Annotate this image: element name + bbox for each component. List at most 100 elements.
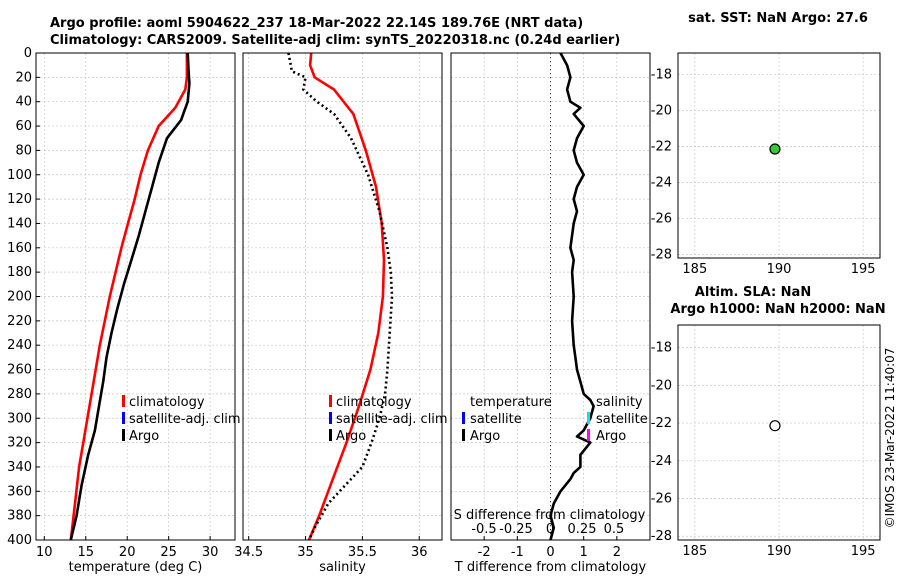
difference-xtick-label: 2 (613, 545, 621, 560)
depth-tick-label: 300 (7, 411, 32, 426)
map_sst-lon-tick-label: 195 (851, 262, 876, 277)
salinity-series-argo (287, 52, 394, 541)
sal-legend-swatch (587, 429, 590, 441)
map_sst-lon-tick-label: 185 (682, 262, 707, 277)
temp-legend-swatch (462, 429, 465, 441)
temp-legend-swatch (462, 412, 465, 424)
secondary-tick-label: 0.25 (568, 522, 597, 537)
temp-legend-label: satellite (470, 412, 522, 427)
sal-legend-swatch (587, 412, 590, 424)
depth-tick-label: 200 (7, 290, 32, 305)
salinity-legend-swatch (329, 429, 332, 441)
depth-tick-label: 60 (15, 119, 32, 134)
difference-series-argo-t-difference (549, 52, 595, 541)
temperature-xtick-label: 30 (202, 545, 219, 560)
temperature-legend-label: satellite-adj. clim (129, 412, 241, 427)
map_sla-lon-tick-label: 195 (851, 544, 876, 559)
map_sla-lon-tick-label: 185 (682, 544, 707, 559)
map_sst-argo-position-marker (769, 143, 781, 155)
sal-legend-label: Argo (596, 429, 626, 444)
salinity-xtick-label: 36 (411, 545, 428, 560)
map_sla-lon-tick-label: 190 (767, 544, 792, 559)
difference-xtick-label: -1 (511, 545, 524, 560)
depth-tick-label: 80 (15, 143, 32, 158)
temperature-xtick-label: 25 (160, 545, 177, 560)
map_sst-lat-tick-label: -22 (651, 140, 672, 155)
depth-tick-label: 280 (7, 387, 32, 402)
salinity-xtick-label: 35.5 (348, 545, 377, 560)
figure-title-line2: Climatology: CARS2009. Satellite-adj cli… (50, 33, 621, 48)
salinity-series-climatology (307, 52, 386, 541)
depth-tick-label: 400 (7, 533, 32, 548)
difference-xtick-label: 1 (580, 545, 588, 560)
temperature-legend-swatch (122, 412, 125, 424)
secondary-tick-label: 0 (546, 522, 554, 537)
salinity-xlabel: salinity (319, 560, 366, 575)
map_sst-lat-tick-label: -20 (651, 104, 672, 119)
depth-tick-label: 260 (7, 363, 32, 378)
depth-tick-label: 360 (7, 484, 32, 499)
difference-xtick-label: 0 (546, 545, 554, 560)
depth-tick-label: 340 (7, 460, 32, 475)
depth-tick-label: 220 (7, 314, 32, 329)
depth-tick-label: 380 (7, 509, 32, 524)
temperature-xtick-label: 15 (77, 545, 94, 560)
secondary-axis-label: S difference from climatology (454, 508, 646, 523)
temperature-xtick-label: 10 (36, 545, 53, 560)
depth-tick-label: 160 (7, 241, 32, 256)
sal-legend-title: salinity (596, 395, 643, 410)
depth-tick-label: 240 (7, 338, 32, 353)
salinity-xtick-label: 35 (297, 545, 314, 560)
map_sla-argo-position-marker (769, 420, 781, 432)
map_sst-lat-tick-label: -26 (651, 211, 672, 226)
depth-tick-label: 120 (7, 192, 32, 207)
temperature-legend-label: Argo (129, 429, 159, 444)
depth-tick-label: 20 (15, 70, 32, 85)
map_sst-lon-tick-label: 190 (767, 262, 792, 277)
map_sst-lat-tick-label: -28 (651, 247, 672, 262)
map_sla-lat-tick-label: -22 (651, 416, 672, 431)
map_sla-lat-tick-label: -28 (651, 529, 672, 544)
figure-title-line1: Argo profile: aoml 5904622_237 18-Mar-20… (50, 16, 584, 31)
salinity-legend-swatch (329, 395, 332, 407)
temperature-legend-swatch (122, 395, 125, 407)
map_sla-lat-tick-label: -24 (651, 454, 672, 469)
temp-legend-title: temperature (470, 395, 552, 410)
temperature-legend-label: climatology (129, 395, 205, 410)
temp-legend-label: Argo (470, 429, 500, 444)
temperature-xtick-label: 20 (119, 545, 136, 560)
map_sla-axes-frame (677, 324, 881, 541)
secondary-tick-label: -0.25 (499, 522, 533, 537)
salinity-legend-label: Argo (336, 429, 366, 444)
map_sla-lat-tick-label: -26 (651, 492, 672, 507)
salinity-legend-label: satellite-adj. clim (336, 412, 448, 427)
map_sst-axes-frame (677, 52, 881, 259)
imos-timestamp: ©IMOS 23-Mar-2022 11:40:07 (883, 348, 897, 529)
map_sla-lat-tick-label: -18 (651, 341, 672, 356)
depth-tick-label: 320 (7, 436, 32, 451)
secondary-tick-label: -0.5 (471, 522, 496, 537)
temperature-legend-swatch (122, 429, 125, 441)
salinity-legend-swatch (329, 412, 332, 424)
salinity-legend-label: climatology (336, 395, 412, 410)
map_sst-lat-tick-label: -24 (651, 175, 672, 190)
salinity-axes-frame (242, 52, 443, 541)
temperature-xlabel: temperature (deg C) (69, 560, 203, 575)
map_sst-lat-tick-label: -18 (651, 68, 672, 83)
depth-tick-label: 180 (7, 265, 32, 280)
temperature-series-argo (69, 52, 191, 541)
salinity-xtick-label: 34.5 (234, 545, 263, 560)
depth-tick-label: 0 (24, 46, 32, 61)
depth-tick-label: 40 (15, 95, 32, 110)
depth-tick-label: 100 (7, 168, 32, 183)
difference-xtick-label: -2 (478, 545, 491, 560)
map_sla-lat-tick-label: -20 (651, 378, 672, 393)
sla-map-title-line1: Altim. SLA: NaN (695, 285, 811, 300)
temperature-series-climatology (69, 53, 189, 541)
depth-tick-label: 140 (7, 216, 32, 231)
sla-map-title-line2: Argo h1000: NaN h2000: NaN (670, 302, 885, 317)
sst-map-title: sat. SST: NaN Argo: 27.6 (688, 11, 868, 26)
sal-legend-label: satellite (596, 412, 648, 427)
difference-xlabel: T difference from climatology (454, 560, 647, 575)
